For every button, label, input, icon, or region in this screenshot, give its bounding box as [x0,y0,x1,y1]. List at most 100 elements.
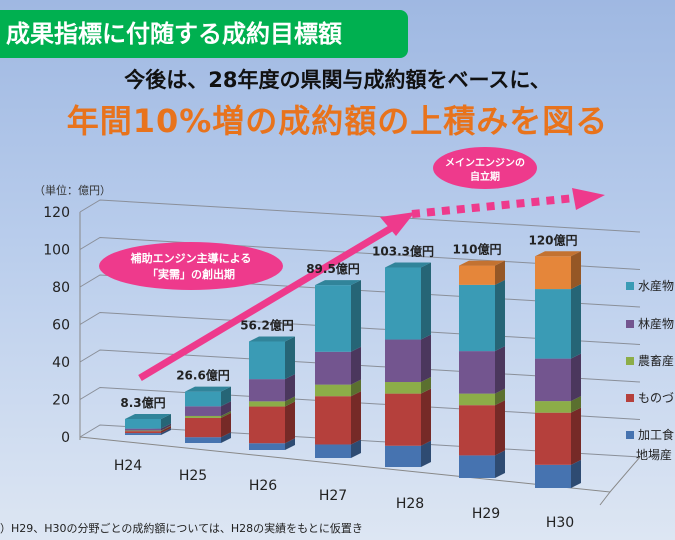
legend-swatch [626,431,634,439]
bar-segment [385,382,421,394]
total-label: 120億円 [528,232,577,247]
legend-swatch [626,282,634,290]
legend-item: 農畜産 [626,352,674,369]
bar-segment-side [351,391,361,445]
bar-segment-side [161,423,171,431]
legend-swatch [626,320,634,328]
total-label: 56.2億円 [240,317,294,332]
bar-segment [535,412,571,465]
footnote: ）H29、H30の分野ごとの成約額については、H28の実績をもとに仮置き [0,522,363,535]
bar-segment-side [495,279,505,352]
bar-segment-side [421,334,431,383]
legend-label: 加工食 [638,428,675,442]
bar-segment-side [571,396,581,413]
bar-segment [535,289,571,359]
bar-segment-side [161,426,171,434]
bar-segment-side [495,346,505,394]
x-tick-label: H24 [114,458,142,474]
bar-segment [315,396,351,445]
legend-item: 林産物 [626,315,674,332]
bar-segment-side [495,400,505,456]
legend-item: 加工食 [626,426,674,443]
arrow-head [380,212,415,236]
bar-segment [185,437,221,443]
bar-segment [459,284,495,352]
bar-segment [315,444,351,458]
bar-top [249,336,295,342]
legend-label: 農畜産 [638,354,675,368]
bar-segment [249,443,285,450]
unit-label: （単位：億円） [34,184,111,197]
bar-H30 [535,251,581,488]
bar-segment-side [571,284,581,359]
bar-segment-side [221,412,231,438]
headline: 年間10%増の成約額の上積みを図る [66,102,609,140]
bar-segment-side [221,432,231,443]
bar-top [535,251,581,257]
bar-segment-side [285,401,295,444]
bar-segment-side [285,396,295,407]
bar-segment [249,379,285,402]
bar-segment [315,351,351,385]
bar-segment-side [571,353,581,402]
callout-bubble [99,242,283,290]
bar-segment-side [421,262,431,340]
y-tick-label: 40 [52,355,70,371]
bar-segment-side [421,377,431,394]
bar-segment [249,341,285,380]
bar-segment [385,267,421,340]
legend-label: 地場産 [636,448,673,462]
bar-segment-side [495,260,505,285]
legend-label: 水産物 [638,279,675,293]
bar-top [459,260,505,266]
floor-edge [599,491,611,506]
arrow-head [572,188,605,210]
bar-segment-side [221,410,231,418]
bar-segment-side [571,459,581,488]
bar-segment [315,285,351,352]
bar-segment-side [495,388,505,406]
y-tick-label: 80 [52,280,70,296]
bar-top [185,386,231,392]
bar-segment [385,445,421,467]
bar-top [125,413,171,419]
total-label: 89.5億円 [306,261,360,276]
total-label: 103.3億円 [372,244,434,259]
bar-segment [385,339,421,383]
bar-H29 [459,260,505,478]
legend-item: ものづく [626,389,675,406]
callout-bubble [433,147,537,189]
bar-segment [125,431,161,434]
bar-segment-side [285,374,295,402]
bar-segment-side [571,251,581,290]
bar-segment [459,393,495,406]
bar-segment-side [351,280,361,352]
bar-segment-side [351,439,361,458]
total-label: 110億円 [452,242,501,257]
bar-segment-side [221,386,231,407]
total-label: 26.6億円 [176,368,230,383]
bar-segment-side [161,425,171,432]
bar-segment-side [285,336,295,380]
bar-segment [535,401,571,413]
bar-segment-side [221,401,231,416]
bar-segment [535,256,571,290]
bar-top [385,262,431,268]
bar-segment-side [421,388,431,446]
bar-segment [385,393,421,446]
bar-top [315,280,361,286]
bar-segment [459,405,495,456]
bar-segment [185,391,221,407]
x-tick-label: H25 [179,468,207,484]
bar-segment [249,401,285,407]
x-tick-label: H26 [249,478,277,494]
x-tick-label: H29 [472,506,500,522]
y-tick-label: 20 [52,393,70,409]
bar-segment [249,406,285,444]
bar-segment [459,455,495,478]
callout-text: 「実需」の創出期 [147,267,235,281]
bar-H27 [315,280,361,458]
bar-H24 [125,413,171,435]
total-label: 8.3億円 [120,395,165,410]
